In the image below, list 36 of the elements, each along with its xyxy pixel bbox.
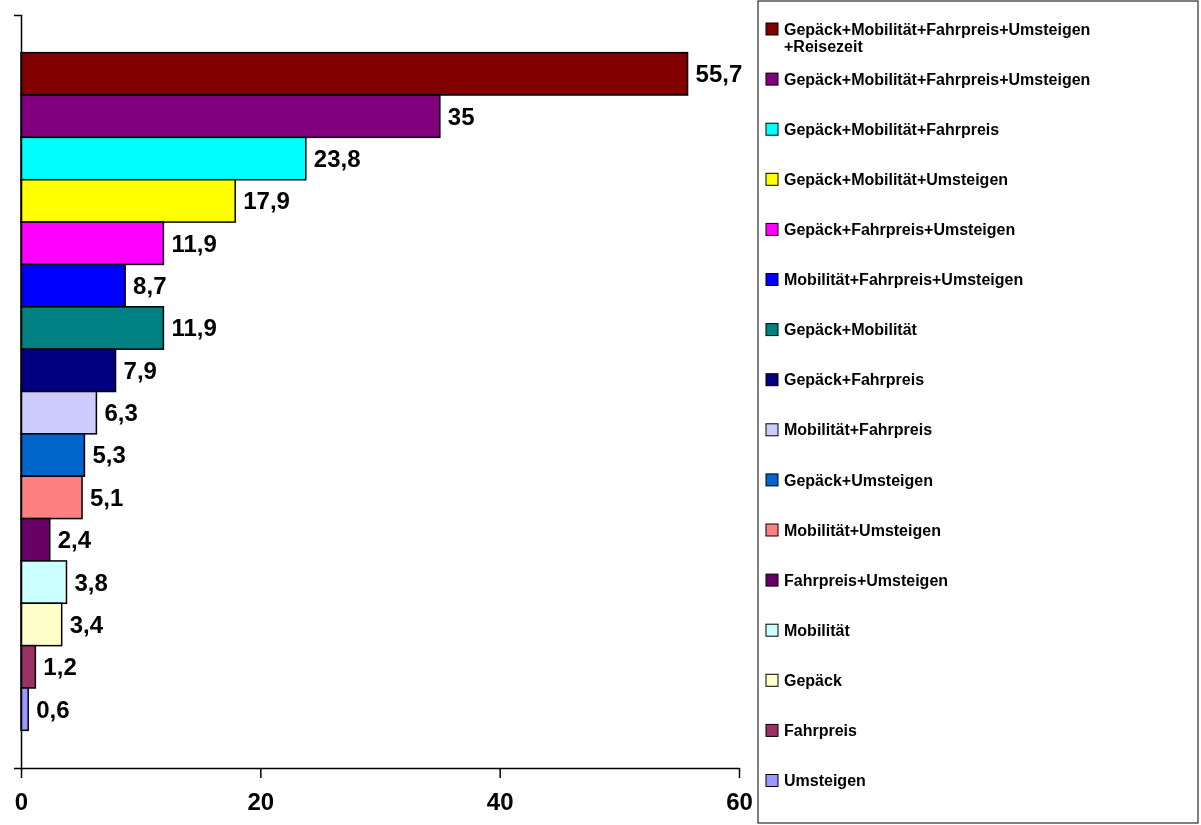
data-label: 3,4 [69, 610, 104, 638]
data-label: 23,8 [313, 144, 361, 172]
x-tick-label: 20 [247, 787, 275, 815]
data-label: 7,9 [123, 356, 157, 384]
legend-label: Gepäck+Mobilität+Fahrpreis+Umsteigen +Reisezeit [784, 20, 1091, 56]
x-tick-label: 40 [486, 787, 514, 815]
legend-label: Umsteigen [784, 772, 866, 790]
data-label: 1,2 [43, 653, 77, 681]
data-label: 5,1 [90, 483, 124, 511]
legend-label: Gepäck [784, 671, 842, 689]
legend-label: Gepäck+Mobilität+Fahrpreis [784, 120, 1000, 138]
legend-label: Gepäck+Mobilität+Umsteigen [784, 170, 1009, 188]
legend-label: Gepäck+Fahrpreis [784, 371, 925, 389]
data-label: 17,9 [243, 187, 290, 215]
legend-label: Fahrpreis+Umsteigen [784, 571, 949, 589]
data-label: 6,3 [104, 399, 138, 427]
data-label: 35 [447, 102, 475, 130]
data-label: 0,6 [36, 695, 70, 723]
data-label: 5,3 [92, 441, 126, 469]
data-label: 11,9 [171, 314, 217, 342]
x-tick-label: 0 [14, 787, 29, 815]
legend-label: Gepäck+Mobilität [784, 321, 918, 339]
legend-label: Fahrpreis [784, 722, 858, 739]
data-label: 3,8 [74, 568, 108, 596]
legend-label: Mobilität+Fahrpreis [784, 421, 933, 439]
data-label: 11,9 [171, 229, 217, 257]
legend-label: Mobilität [784, 621, 851, 639]
data-label: 8,7 [133, 272, 167, 300]
legend-label: Gepäck+Mobilität+Fahrpreis+Umsteigen [784, 70, 1091, 88]
data-label: 55,7 [695, 60, 743, 88]
x-tick-label: 60 [726, 787, 753, 815]
legend-label: Mobilität+Fahrpreis+Umsteigen [784, 271, 1024, 289]
data-label: 2,4 [57, 526, 92, 554]
legend-label: Gepäck+Umsteigen [784, 471, 933, 489]
legend-label: Gepäck+Fahrpreis+Umsteigen [784, 221, 1016, 238]
legend-label: Mobilität+Umsteigen [784, 521, 941, 539]
